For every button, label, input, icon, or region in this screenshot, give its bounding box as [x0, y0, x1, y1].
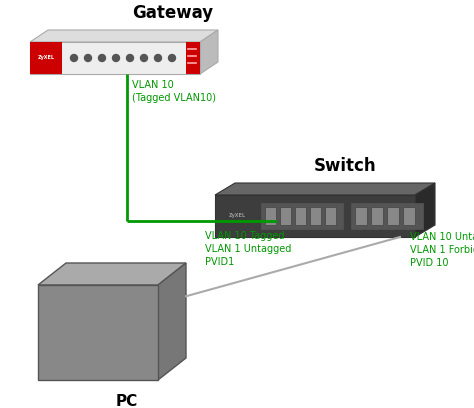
- Text: VLAN 10 Tagged
VLAN 1 Untagged
PVID1: VLAN 10 Tagged VLAN 1 Untagged PVID1: [205, 231, 292, 267]
- FancyBboxPatch shape: [30, 42, 200, 74]
- Polygon shape: [415, 183, 435, 237]
- Polygon shape: [200, 30, 218, 74]
- FancyBboxPatch shape: [280, 207, 291, 225]
- FancyBboxPatch shape: [351, 203, 423, 229]
- Text: ZyXEL: ZyXEL: [37, 55, 55, 60]
- FancyBboxPatch shape: [261, 203, 343, 229]
- FancyBboxPatch shape: [387, 207, 399, 225]
- Circle shape: [155, 55, 162, 62]
- FancyBboxPatch shape: [371, 207, 383, 225]
- FancyBboxPatch shape: [355, 207, 367, 225]
- Circle shape: [112, 55, 119, 62]
- Text: Gateway: Gateway: [132, 4, 214, 22]
- Polygon shape: [30, 30, 218, 42]
- FancyBboxPatch shape: [215, 195, 415, 237]
- FancyBboxPatch shape: [310, 207, 321, 225]
- Circle shape: [99, 55, 106, 62]
- FancyBboxPatch shape: [295, 207, 306, 225]
- Circle shape: [140, 55, 147, 62]
- Text: VLAN 10
(Tagged VLAN10): VLAN 10 (Tagged VLAN10): [132, 80, 216, 103]
- Circle shape: [127, 55, 134, 62]
- Text: PC: PC: [116, 394, 138, 408]
- Circle shape: [71, 55, 78, 62]
- FancyBboxPatch shape: [265, 207, 276, 225]
- Text: Switch: Switch: [314, 157, 376, 175]
- Polygon shape: [215, 183, 435, 195]
- Circle shape: [168, 55, 175, 62]
- Text: VLAN 10 Untagged
VLAN 1 Forbidden
PVID 10: VLAN 10 Untagged VLAN 1 Forbidden PVID 1…: [410, 232, 474, 268]
- FancyBboxPatch shape: [403, 207, 415, 225]
- Circle shape: [84, 55, 91, 62]
- FancyBboxPatch shape: [38, 285, 158, 380]
- Polygon shape: [38, 263, 186, 285]
- Text: ZyXEL: ZyXEL: [228, 213, 246, 219]
- FancyBboxPatch shape: [186, 42, 200, 74]
- FancyBboxPatch shape: [325, 207, 336, 225]
- FancyBboxPatch shape: [30, 42, 62, 74]
- Polygon shape: [158, 263, 186, 380]
